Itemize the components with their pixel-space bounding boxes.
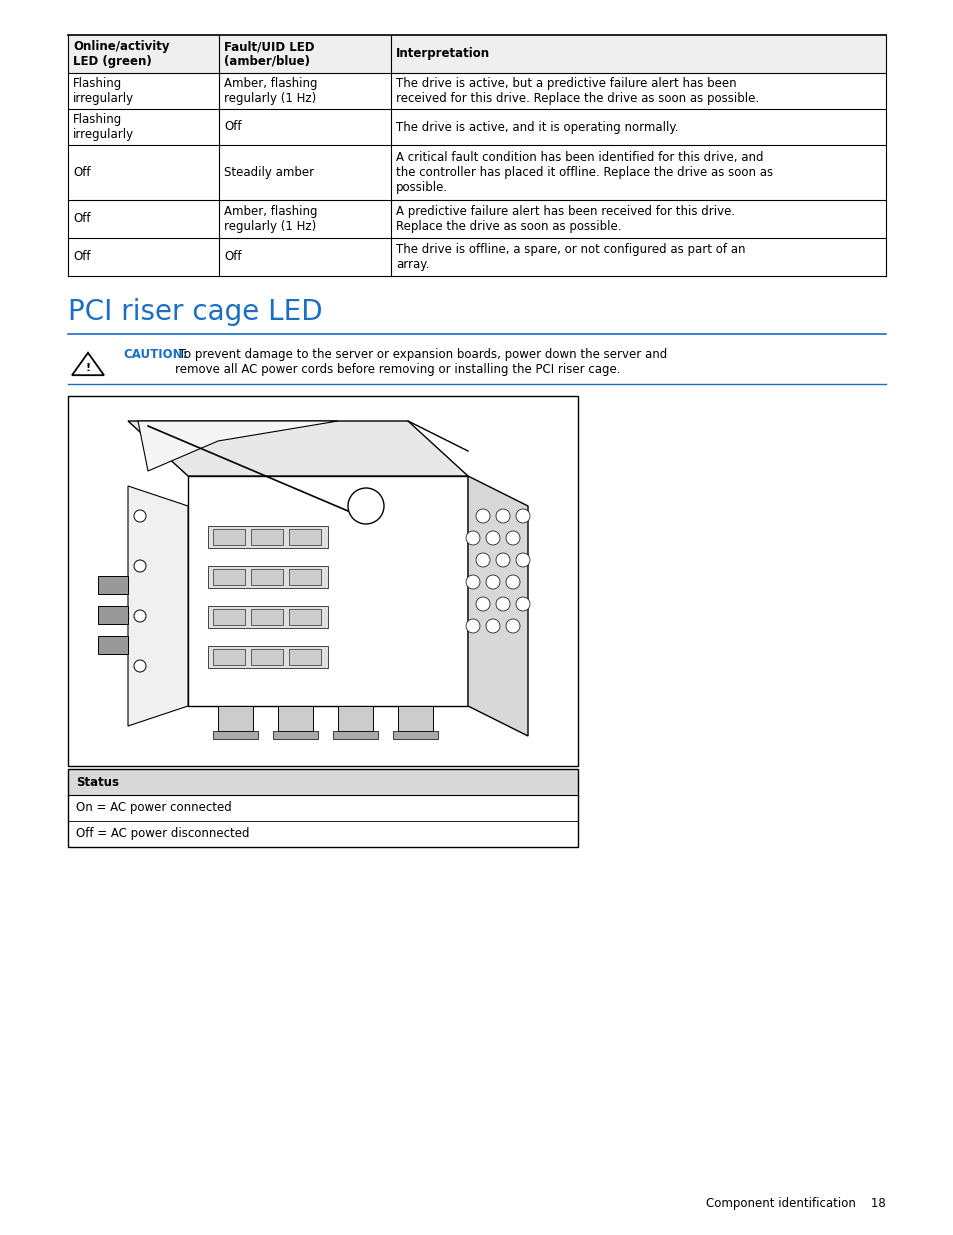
Bar <box>251 529 283 545</box>
Bar <box>208 646 328 668</box>
Circle shape <box>133 559 146 572</box>
Text: Off: Off <box>224 251 241 263</box>
Bar <box>289 569 320 585</box>
Text: Off: Off <box>73 251 91 263</box>
Circle shape <box>516 509 530 522</box>
Text: Flashing
irregularly: Flashing irregularly <box>73 112 134 141</box>
Text: The drive is active, and it is operating normally.: The drive is active, and it is operating… <box>395 121 678 133</box>
Circle shape <box>465 531 479 545</box>
Bar <box>333 731 377 739</box>
Polygon shape <box>128 421 468 475</box>
Bar <box>68 769 578 795</box>
Bar <box>393 731 437 739</box>
Bar <box>98 606 128 624</box>
Bar <box>251 569 283 585</box>
Text: Fault/UID LED
(amber/blue): Fault/UID LED (amber/blue) <box>224 40 314 68</box>
Text: The drive is active, but a predictive failure alert has been
received for this d: The drive is active, but a predictive fa… <box>395 77 759 105</box>
Circle shape <box>485 531 499 545</box>
Bar <box>68 769 578 847</box>
Bar <box>251 650 283 664</box>
Text: Off: Off <box>73 165 91 179</box>
Text: Flashing
irregularly: Flashing irregularly <box>73 77 134 105</box>
Text: CAUTION:: CAUTION: <box>123 348 188 361</box>
Text: A predictive failure alert has been received for this drive.
Replace the drive a: A predictive failure alert has been rece… <box>395 205 735 233</box>
Text: !: ! <box>86 363 91 373</box>
Circle shape <box>476 553 490 567</box>
Bar <box>273 731 317 739</box>
Bar <box>218 706 253 731</box>
Bar <box>213 731 257 739</box>
Circle shape <box>133 510 146 522</box>
Bar <box>208 526 328 548</box>
Bar <box>251 609 283 625</box>
Bar <box>277 706 313 731</box>
Circle shape <box>516 553 530 567</box>
Circle shape <box>465 619 479 634</box>
Bar <box>213 609 245 625</box>
Bar <box>289 609 320 625</box>
Text: Off = AC power disconnected: Off = AC power disconnected <box>76 827 250 841</box>
Text: PCI riser cage LED: PCI riser cage LED <box>68 298 322 326</box>
Bar <box>68 396 578 766</box>
Bar <box>98 636 128 655</box>
Text: To prevent damage to the server or expansion boards, power down the server and
r: To prevent damage to the server or expan… <box>174 348 666 375</box>
Text: A critical fault condition has been identified for this drive, and
the controlle: A critical fault condition has been iden… <box>395 151 773 194</box>
Circle shape <box>476 597 490 611</box>
Text: Steadily amber: Steadily amber <box>224 165 314 179</box>
Polygon shape <box>188 475 468 706</box>
Text: Status: Status <box>76 776 119 788</box>
Bar <box>213 569 245 585</box>
Polygon shape <box>138 421 337 471</box>
Polygon shape <box>128 487 188 726</box>
Circle shape <box>516 597 530 611</box>
Text: Amber, flashing
regularly (1 Hz): Amber, flashing regularly (1 Hz) <box>224 205 317 233</box>
Text: Off: Off <box>224 121 241 133</box>
Circle shape <box>505 576 519 589</box>
Circle shape <box>505 531 519 545</box>
Bar <box>213 650 245 664</box>
Text: Interpretation: Interpretation <box>395 47 490 61</box>
Text: On = AC power connected: On = AC power connected <box>76 802 232 815</box>
Text: Off: Off <box>73 212 91 226</box>
Bar <box>397 706 433 731</box>
Text: The drive is offline, a spare, or not configured as part of an
array.: The drive is offline, a spare, or not co… <box>395 243 745 270</box>
Bar <box>289 650 320 664</box>
Circle shape <box>348 488 384 524</box>
Circle shape <box>133 610 146 622</box>
Circle shape <box>496 597 510 611</box>
Polygon shape <box>468 475 527 736</box>
Bar <box>213 529 245 545</box>
Bar <box>289 529 320 545</box>
Circle shape <box>465 576 479 589</box>
Text: Component identification    18: Component identification 18 <box>705 1197 885 1210</box>
Circle shape <box>485 619 499 634</box>
Circle shape <box>505 619 519 634</box>
Circle shape <box>485 576 499 589</box>
Text: Online/activity
LED (green): Online/activity LED (green) <box>73 40 170 68</box>
Bar <box>208 566 328 588</box>
Bar <box>337 706 373 731</box>
Circle shape <box>476 509 490 522</box>
Circle shape <box>133 659 146 672</box>
Circle shape <box>496 553 510 567</box>
Text: Amber, flashing
regularly (1 Hz): Amber, flashing regularly (1 Hz) <box>224 77 317 105</box>
Bar <box>208 606 328 629</box>
Circle shape <box>496 509 510 522</box>
Bar <box>68 35 885 73</box>
Bar <box>98 576 128 594</box>
